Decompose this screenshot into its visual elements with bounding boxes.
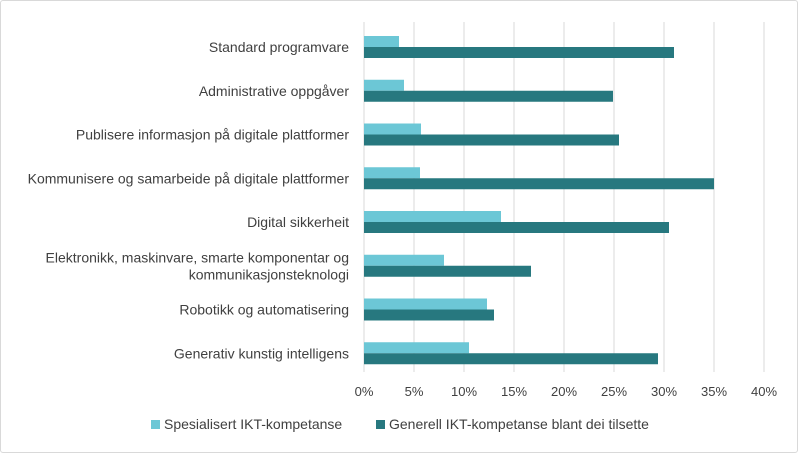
bar-spesialisert: [364, 254, 444, 266]
category-label: kommunikasjonsteknologi: [189, 266, 349, 282]
x-tick-label: 5%: [405, 384, 424, 399]
bar-layer: [364, 36, 714, 365]
bar-generell: [364, 47, 674, 58]
x-tick-label: 10%: [451, 384, 477, 399]
x-tick-layer: 0% 5% 10% 15% 20% 25% 30% 35% 40%: [355, 384, 778, 399]
category-label: Publisere informasjon på digitale plattf…: [76, 127, 349, 143]
legend-label: Generell IKT-kompetanse blant dei tilset…: [389, 416, 649, 432]
category-label: Elektronikk, maskinvare, smarte komponen…: [46, 249, 349, 265]
bar-generell: [364, 134, 619, 146]
x-tick-label: 30%: [651, 384, 677, 399]
bar-spesialisert: [364, 211, 501, 222]
bar-generell: [364, 90, 613, 102]
x-tick-label: 15%: [501, 384, 527, 399]
category-label: Robotikk og automatisering: [179, 302, 349, 318]
bar-generell: [364, 178, 714, 190]
x-tick-label: 25%: [601, 384, 627, 399]
legend: Spesialisert IKT-kompetanse Generell IKT-…: [151, 416, 649, 432]
bar-spesialisert: [364, 167, 420, 179]
category-label: Administrative oppgåver: [199, 83, 350, 99]
legend-label: Spesialisert IKT-kompetanse: [164, 416, 342, 432]
bar-spesialisert: [364, 298, 487, 310]
category-label: Kommunisere og samarbeide på digitale pl…: [28, 170, 350, 186]
bar-spesialisert: [364, 79, 404, 91]
x-tick-label: 0%: [355, 384, 374, 399]
bar-generell: [364, 222, 669, 233]
category-label: Standard programvare: [209, 39, 349, 55]
bar-spesialisert: [364, 123, 421, 135]
category-label: Generativ kunstig intelligens: [174, 345, 349, 361]
legend-swatch: [376, 420, 385, 429]
bar-generell: [364, 353, 658, 365]
bar-spesialisert: [364, 342, 469, 354]
bar-generell: [364, 309, 494, 321]
category-label: Digital sikkerheit: [247, 214, 349, 230]
x-tick-label: 40%: [751, 384, 777, 399]
x-tick-label: 35%: [701, 384, 727, 399]
category-label-layer: Standard programvare Administrative oppgå…: [28, 39, 350, 361]
bar-generell: [364, 265, 531, 277]
legend-swatch: [151, 420, 160, 429]
x-tick-label: 20%: [551, 384, 577, 399]
bar-spesialisert: [364, 36, 399, 47]
